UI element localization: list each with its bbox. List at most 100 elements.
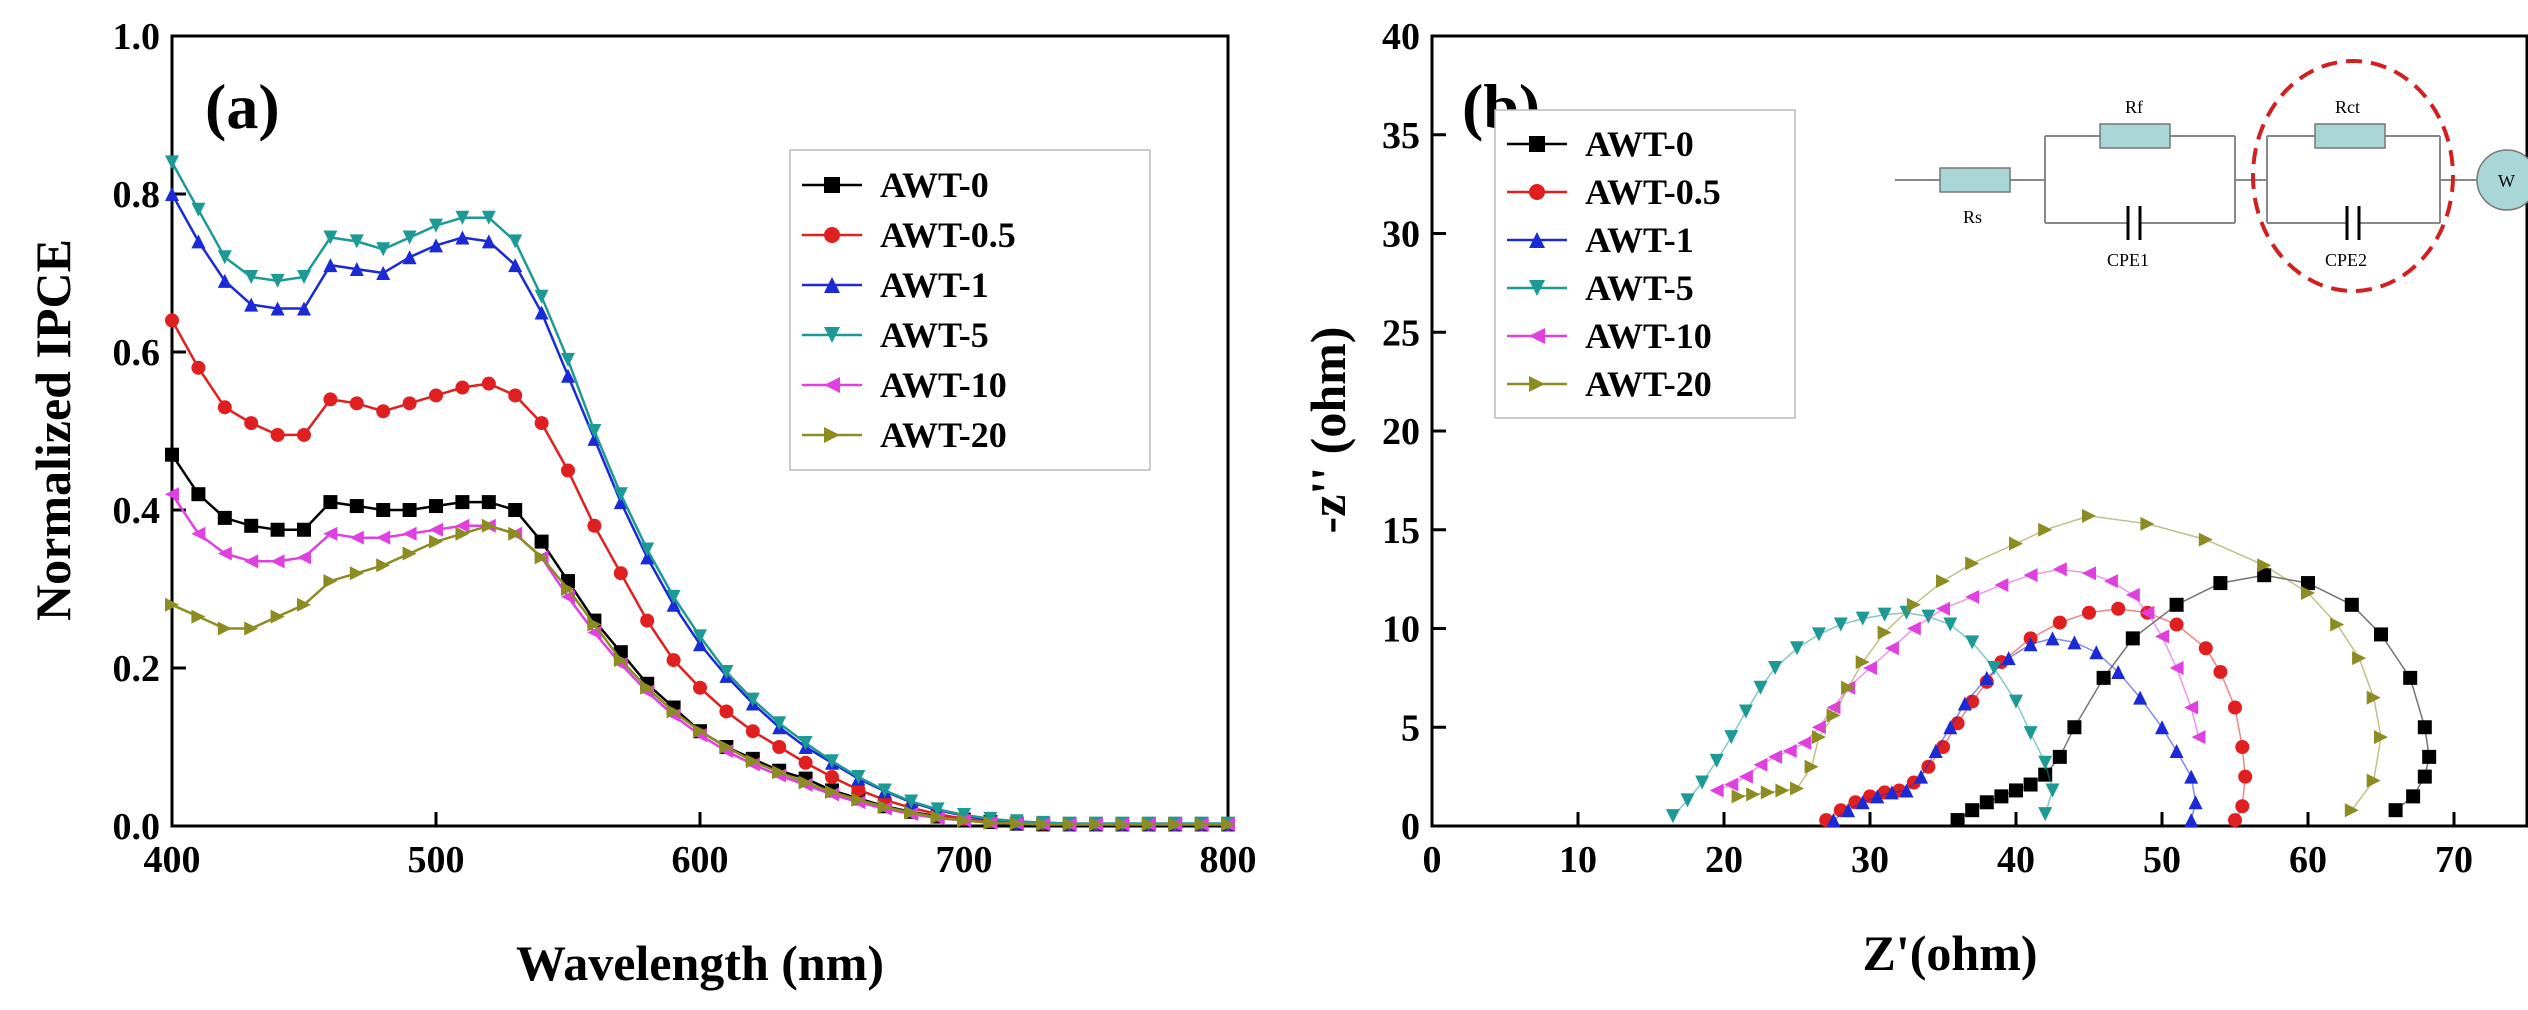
series-awt-20-point	[1965, 556, 1980, 571]
series-awt-0-point	[2169, 597, 2184, 612]
series-awt-0.5-point	[561, 463, 575, 478]
series-awt-0-point	[349, 499, 364, 514]
series-awt-5-point	[825, 754, 839, 769]
series-awt-10-point	[2169, 661, 2184, 675]
series-awt-10-point	[323, 526, 338, 541]
series-awt-10-point	[376, 530, 391, 545]
panel-b-y-axis-title: -z'' (ohm)	[1300, 327, 1356, 534]
series-awt-0.5-point	[481, 376, 496, 391]
series-awt-5-point	[2045, 783, 2060, 798]
series-awt-0-point	[1994, 789, 2009, 804]
series-awt-0	[1950, 568, 2437, 828]
rf-label: Rf	[2125, 97, 2143, 117]
x-tick-label: 700	[936, 839, 993, 881]
series-awt-0-point	[2301, 576, 2315, 591]
legend-label: AWT-0	[1585, 124, 1694, 164]
series-awt-20-point	[666, 704, 681, 719]
series-awt-20-point	[1062, 817, 1077, 832]
y-tick-label: 0	[1401, 806, 1420, 848]
series-awt-0-point	[323, 495, 338, 510]
series-awt-20-point	[1855, 655, 1870, 670]
series-awt-5-point	[745, 692, 760, 707]
series-awt-5-point	[772, 716, 787, 731]
series-awt-20-point	[402, 546, 417, 561]
series-awt-20-point	[2374, 730, 2388, 745]
series-awt-1-point	[1870, 789, 1885, 804]
series-awt-10-point	[1753, 757, 1768, 772]
series-awt-5-point	[1680, 793, 1695, 808]
series-awt-0-point	[2344, 597, 2359, 612]
series-awt-20-point	[1936, 574, 1950, 589]
series-awt-0.5-point	[217, 400, 232, 415]
series-awt-20-point	[2344, 803, 2359, 818]
series-awt-0-point	[2096, 670, 2111, 685]
cpe1-label: CPE1	[2107, 250, 2149, 270]
legend-label: AWT-10	[880, 365, 1007, 405]
series-awt-10-point	[1768, 749, 1783, 764]
series-awt-0.5-point	[2235, 799, 2250, 814]
x-tick-label: 800	[1200, 839, 1257, 881]
series-awt-1-point	[1899, 783, 1914, 798]
series-awt-1-point	[2045, 631, 2060, 646]
series-awt-0-point	[297, 522, 311, 537]
series-awt-1-point	[613, 495, 628, 510]
series-awt-20-point	[429, 534, 443, 549]
series-awt-0-point	[481, 495, 496, 510]
legend-box	[789, 149, 1151, 471]
series-awt-20-point	[957, 813, 971, 828]
rf-resistor-icon	[2099, 123, 2171, 149]
legend-label: AWT-10	[1585, 316, 1712, 356]
series-awt-5-point	[877, 783, 892, 798]
series-awt-0-point	[2403, 670, 2418, 685]
series-awt-0.5-point	[534, 416, 549, 431]
series-awt-10-point	[2155, 629, 2169, 644]
series-awt-20-point	[2082, 508, 2096, 523]
series-awt-0-point	[2388, 803, 2403, 818]
y-tick-label: 0.4	[113, 490, 161, 532]
series-awt-5-point	[1811, 627, 1826, 642]
series-awt-1-point	[561, 368, 575, 383]
rs-label: Rs	[1963, 207, 1982, 227]
series-line	[1738, 515, 2382, 811]
series-awt-20-point	[587, 617, 602, 632]
series-awt-10-point	[2052, 562, 2067, 577]
series-line	[1716, 568, 2200, 792]
series-awt-1-point	[1928, 743, 1943, 758]
y-tick-label: 15	[1382, 510, 1420, 552]
series-awt-1-point	[2155, 720, 2169, 735]
series-awt-1-point	[2001, 651, 2016, 666]
x-tick-label: 20	[1705, 839, 1743, 881]
series-awt-5-point	[1790, 641, 1804, 656]
legend-label: AWT-20	[880, 415, 1007, 455]
panel-b-series	[1665, 508, 2437, 828]
legend-awt-0.5-point	[1529, 184, 1545, 200]
legend-label: AWT-0	[880, 165, 989, 205]
series-awt-5-point	[1724, 730, 1739, 745]
x-tick-label: 40	[1997, 839, 2035, 881]
series-awt-1-point	[244, 297, 259, 312]
series-awt-5-point	[666, 589, 681, 604]
series-awt-0-point	[534, 534, 549, 549]
series-awt-5-point	[2009, 694, 2023, 709]
series-awt-1-point	[534, 305, 549, 320]
series-awt-0.5-point	[825, 770, 839, 785]
series-awt-10-point	[217, 546, 232, 561]
series-awt-10-point	[2140, 605, 2155, 620]
series-awt-20-point	[1731, 789, 1746, 804]
series-awt-10-point	[2184, 700, 2199, 715]
legend-item: AWT-20	[1507, 364, 1712, 404]
series-awt-0.5-point	[349, 396, 364, 411]
series-awt-5-point	[904, 794, 919, 809]
legend-awt-20-point	[824, 427, 840, 443]
series-awt-5-point	[191, 202, 206, 217]
series-awt-1-point	[191, 234, 206, 249]
series-awt-5-point	[1709, 753, 1724, 768]
legend-awt-1-point	[1529, 232, 1545, 248]
legend-awt-1-point	[824, 277, 840, 293]
legend-awt-5-point	[824, 327, 840, 343]
series-awt-1-point	[666, 597, 681, 612]
series-awt-5-point	[2038, 807, 2053, 822]
series-awt-5-point	[455, 210, 470, 225]
legend-item: AWT-0.5	[1507, 172, 1721, 212]
legend-label: AWT-5	[1585, 268, 1694, 308]
